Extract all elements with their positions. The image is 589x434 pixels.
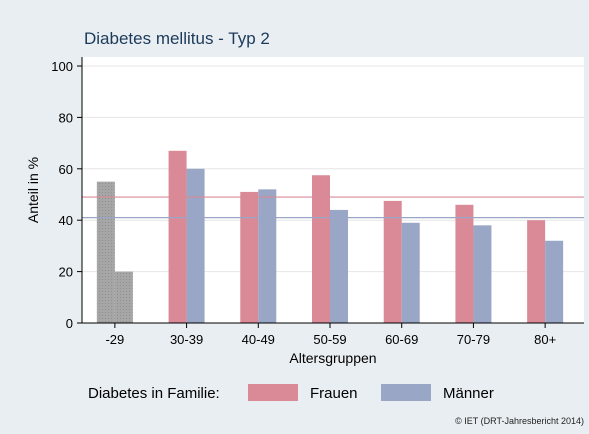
y-axis-label: Anteil in %: [25, 157, 41, 223]
legend-title: Diabetes in Familie:: [88, 385, 220, 402]
credit-text: © IET (DRT-Jahresbericht 2014): [455, 416, 584, 426]
bar-maenner-50-59: [330, 209, 348, 323]
x-ticks: -29 30-39 40-49 50-59 60-69 70-79 80+: [105, 323, 556, 347]
y-tick-label: 100: [51, 59, 73, 74]
y-tick-label: 80: [59, 110, 73, 125]
x-tick-label: 60-69: [385, 332, 418, 347]
bar-frauen--29: [96, 181, 115, 323]
legend: Diabetes in Familie: Frauen Männer: [88, 384, 494, 402]
bar-maenner-30-39: [186, 168, 205, 323]
y-ticks: 0 20 40 60 80 100: [51, 59, 82, 331]
x-tick-label: -29: [105, 332, 124, 347]
y-tick-label: 0: [66, 316, 73, 331]
legend-swatch-maenner: [381, 384, 431, 401]
reference-lines: [82, 196, 584, 219]
bar-maenner-70-79: [473, 225, 492, 323]
bars: [96, 150, 564, 323]
x-tick-label: 40-49: [242, 332, 275, 347]
x-tick-label: 70-79: [457, 332, 490, 347]
axes: [81, 57, 584, 324]
legend-swatch-frauen: [248, 384, 298, 401]
bar-frauen-40-49: [240, 191, 259, 323]
bar-frauen-80+: [527, 220, 546, 323]
legend-label-maenner: Männer: [443, 385, 494, 402]
x-tick-label: 50-59: [313, 332, 346, 347]
y-tick-label: 60: [59, 162, 73, 177]
bar-frauen-60-69: [383, 200, 402, 323]
bar-frauen-70-79: [455, 204, 474, 323]
legend-label-frauen: Frauen: [310, 385, 358, 402]
x-axis-label: Altersgruppen: [289, 350, 376, 366]
bar-maenner-40-49: [258, 189, 277, 323]
bar-maenner-80+: [545, 240, 564, 323]
chart-title: Diabetes mellitus - Typ 2: [84, 29, 270, 48]
x-tick-label: 80+: [534, 332, 556, 347]
y-tick-label: 20: [59, 265, 73, 280]
bar-frauen-50-59: [312, 175, 330, 323]
x-tick-label: 30-39: [170, 332, 203, 347]
bar-maenner--29: [114, 271, 133, 323]
y-tick-label: 40: [59, 213, 73, 228]
bar-maenner-60-69: [401, 222, 420, 323]
bar-frauen-30-39: [168, 150, 187, 323]
